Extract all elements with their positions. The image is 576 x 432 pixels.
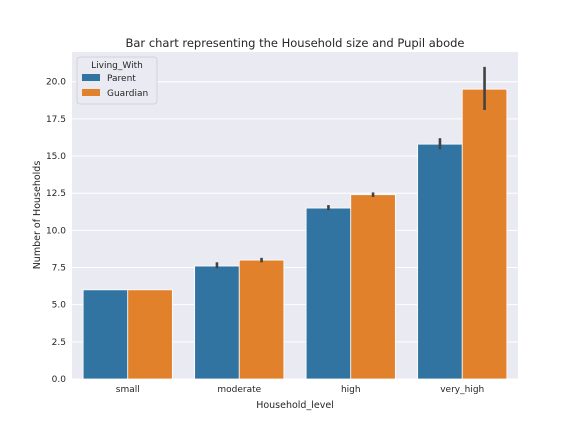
legend-swatch-parent [82,74,100,81]
bar-small-guardian [128,290,173,379]
x-tick-label: small [116,385,140,395]
legend-label-guardian: Guardian [107,89,148,99]
bar-moderate-parent [195,266,240,379]
bar-high-guardian [351,195,396,379]
legend-label-parent: Parent [107,74,136,84]
y-tick-label: 2.5 [52,338,66,348]
y-tick-label: 5.0 [52,301,67,311]
x-tick-label: high [341,385,361,395]
y-tick-label: 15.0 [46,152,66,162]
bar-very_high-parent [418,144,463,379]
x-axis-label: Household_level [256,400,334,411]
y-tick-label: 12.5 [46,189,66,199]
chart-title: Bar chart representing the Household siz… [126,36,465,50]
x-tick-label: moderate [217,385,261,395]
y-tick-labels: 0.0 2.5 5.0 7.5 10.0 12.5 15.0 17.5 20.0 [46,78,66,385]
bar-small-parent [83,290,128,379]
y-tick-label: 20.0 [46,78,66,88]
y-tick-label: 7.5 [52,264,66,274]
y-tick-label: 17.5 [46,115,66,125]
x-tick-label: very_high [440,385,484,395]
bar-high-parent [306,208,351,379]
legend-title: Living_With [91,61,143,71]
y-tick-label: 0.0 [52,375,67,385]
bar-very_high-guardian [462,89,507,379]
bar-moderate-guardian [239,260,284,379]
y-axis-label: Number of Households [32,161,43,270]
legend: Living_With Parent Guardian [77,57,157,104]
x-tick-labels: small moderate high very_high [116,385,485,395]
legend-swatch-guardian [82,89,100,96]
y-tick-label: 10.0 [46,226,66,236]
